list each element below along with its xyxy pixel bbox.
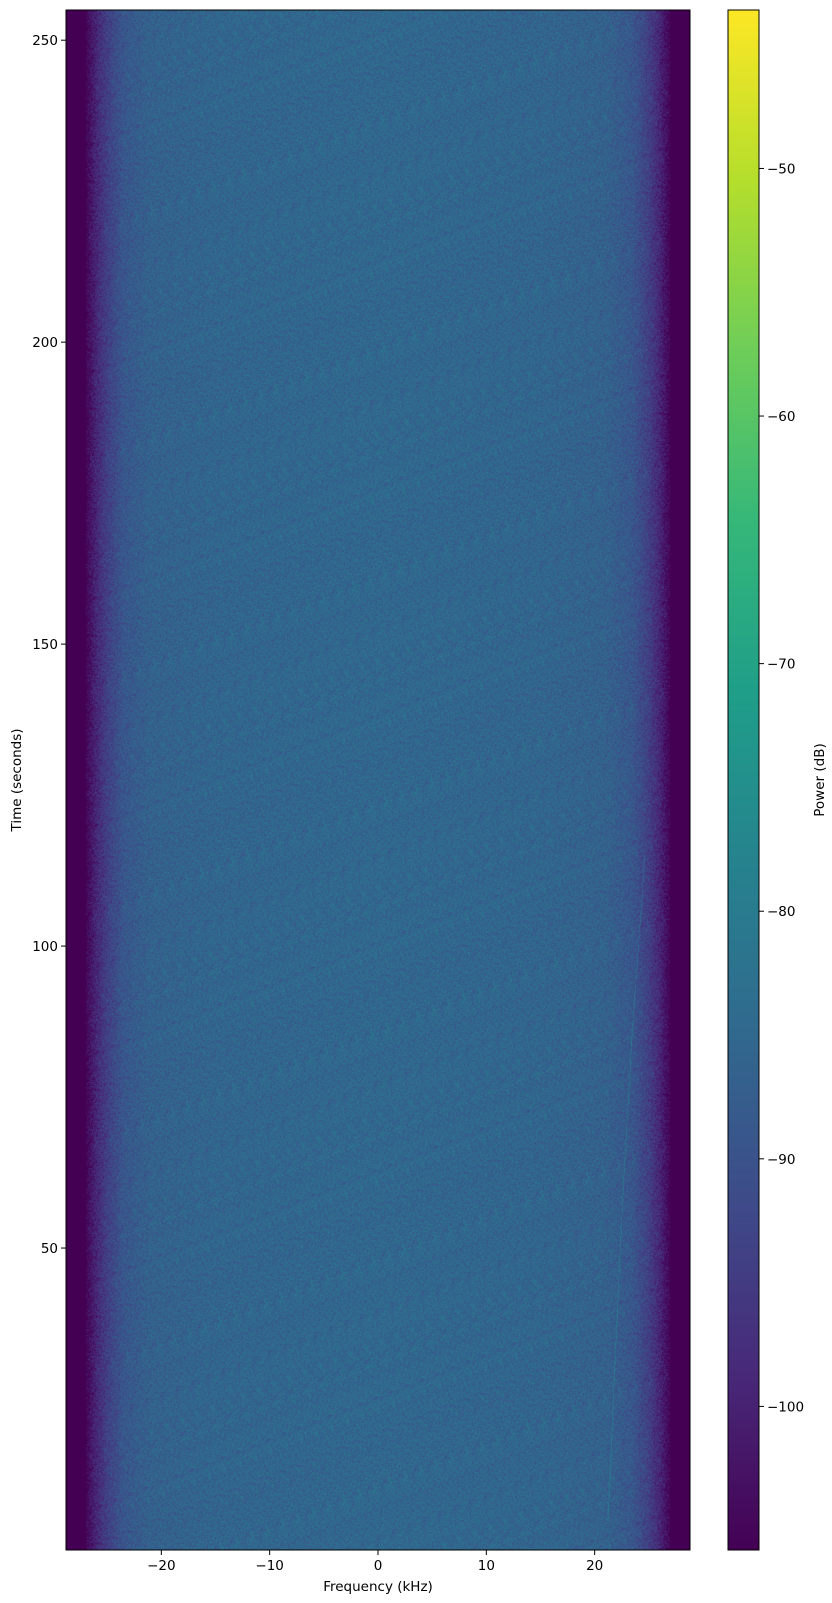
- x-tick-label: 10: [478, 1558, 495, 1574]
- spectrogram-image: [66, 10, 690, 1550]
- y-tick-label: 200: [32, 335, 58, 351]
- y-tick-label: 150: [32, 637, 58, 653]
- y-ticks: 50 100 150 200 250: [32, 33, 66, 1257]
- y-tick-label: 100: [32, 939, 58, 955]
- x-tick-label: 20: [586, 1558, 603, 1574]
- x-tick-label: −20: [147, 1558, 176, 1574]
- colorbar-label: Power (dB): [812, 743, 828, 816]
- colorbar-ticks: −50 −60 −70 −80 −90 −100: [759, 161, 804, 1415]
- y-axis-label: Time (seconds): [9, 728, 25, 832]
- y-tick-label: 250: [32, 33, 58, 49]
- colorbar-frame: [727, 9, 760, 1551]
- plot-frame: [65, 9, 691, 1551]
- x-tick-label: −10: [255, 1558, 284, 1574]
- x-tick-label: 0: [374, 1558, 383, 1574]
- colorbar-tick-label: −80: [767, 904, 796, 920]
- y-tick-label: 50: [41, 1241, 58, 1257]
- x-ticks: −20 −10 0 10 20: [147, 1550, 603, 1574]
- colorbar-tick-label: −100: [767, 1399, 804, 1415]
- colorbar-gradient: [728, 10, 759, 1550]
- colorbar-tick-label: −60: [767, 409, 796, 425]
- colorbar-tick-label: −70: [767, 657, 796, 673]
- x-axis-label: Frequency (kHz): [323, 1579, 433, 1595]
- colorbar-tick-label: −50: [767, 161, 796, 177]
- colorbar-tick-label: −90: [767, 1152, 796, 1168]
